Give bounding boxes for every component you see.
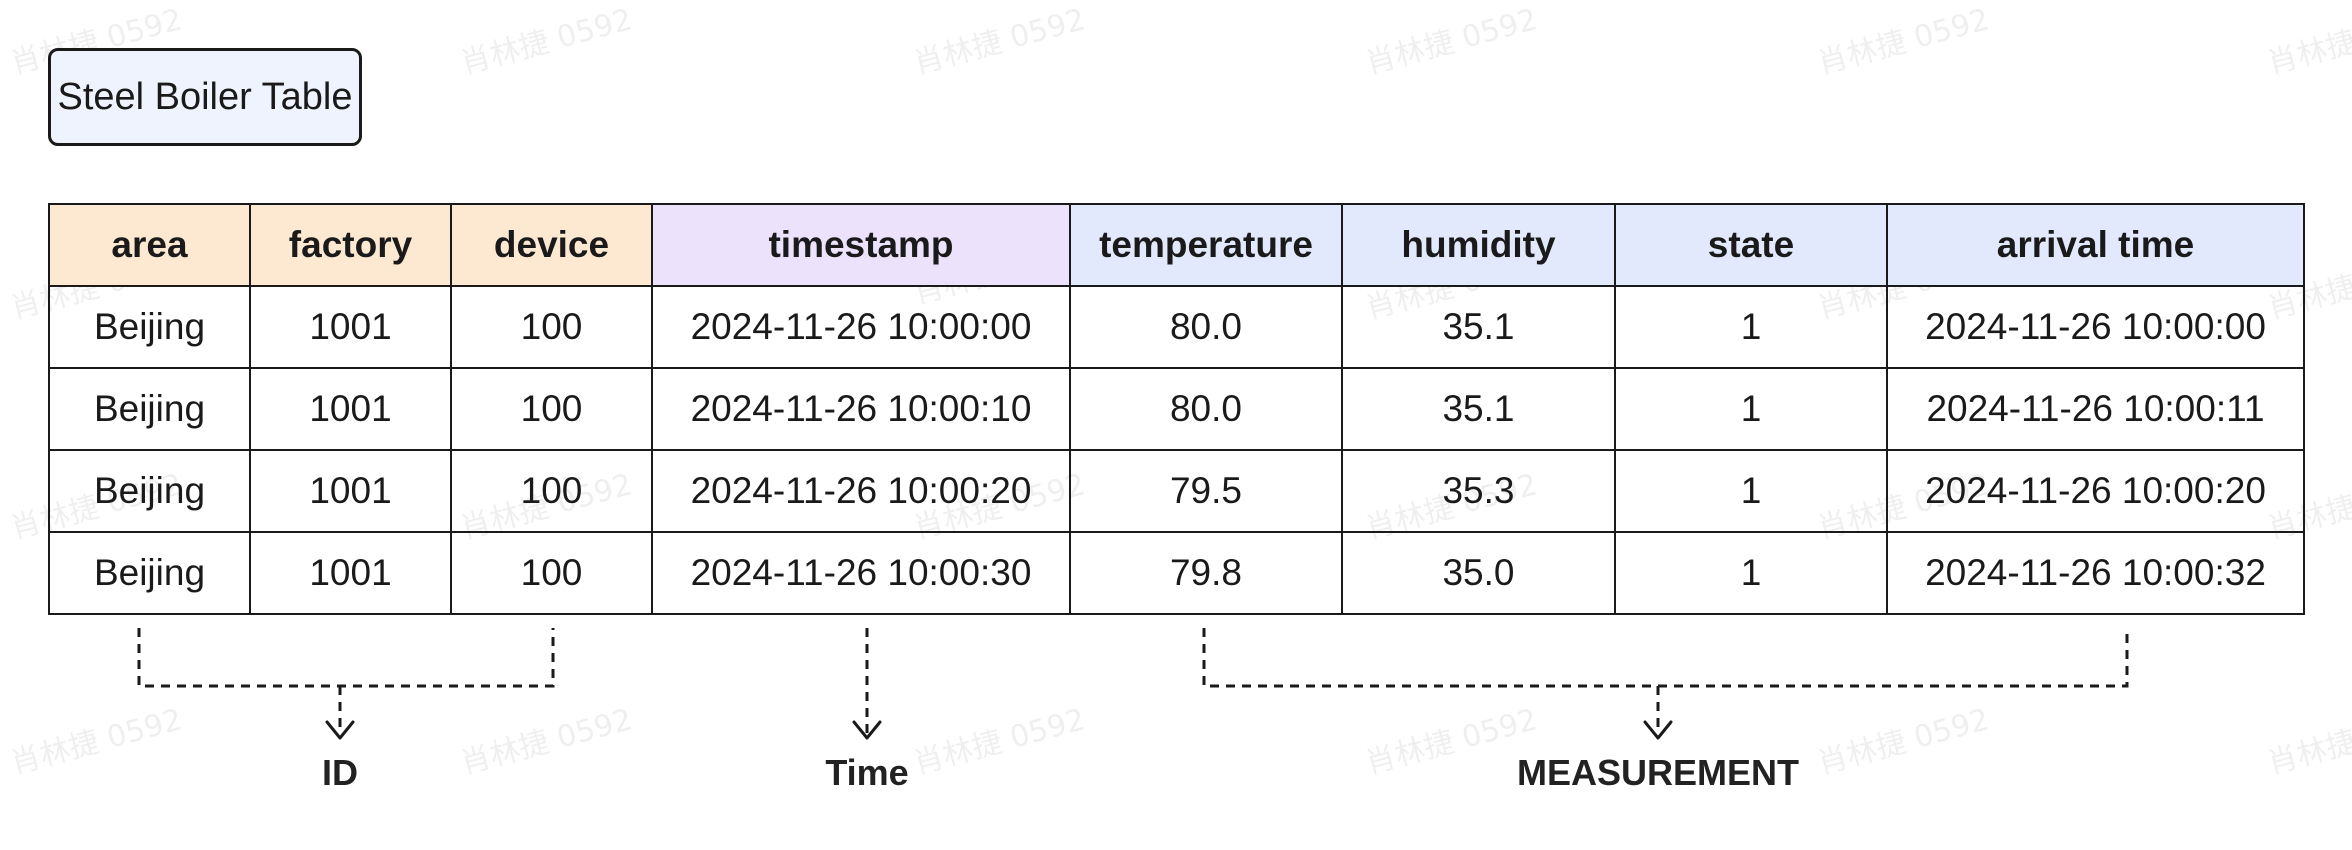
cell-temperature: 80.0 (1069, 367, 1343, 451)
id-arrow-head (325, 720, 355, 740)
cell-device: 100 (450, 367, 653, 451)
id-group-label: ID (322, 752, 358, 793)
cell-timestamp: 2024-11-26 10:00:00 (651, 285, 1071, 369)
column-header-state: state (1614, 203, 1888, 287)
cell-arrival-time: 2024-11-26 10:00:00 (1886, 285, 2305, 369)
cell-arrival-time: 2024-11-26 10:00:20 (1886, 449, 2305, 533)
cell-temperature: 80.0 (1069, 285, 1343, 369)
cell-area: Beijing (48, 285, 251, 369)
column-header-device: device (450, 203, 653, 287)
id-group-bracket (137, 628, 555, 688)
column-header-humidity: humidity (1341, 203, 1616, 287)
cell-state: 1 (1614, 367, 1888, 451)
cell-state: 1 (1614, 531, 1888, 615)
cell-area: Beijing (48, 367, 251, 451)
time-group-label: Time (825, 752, 909, 793)
cell-arrival-time: 2024-11-26 10:00:11 (1886, 367, 2305, 451)
cell-humidity: 35.0 (1341, 531, 1616, 615)
header-row: area factory device timestamp temperatur… (48, 203, 2305, 287)
cell-timestamp: 2024-11-26 10:00:30 (651, 531, 1071, 615)
cell-temperature: 79.5 (1069, 449, 1343, 533)
cell-state: 1 (1614, 449, 1888, 533)
cell-area: Beijing (48, 449, 251, 533)
column-header-temperature: temperature (1069, 203, 1343, 287)
table-row: Beijing 1001 100 2024-11-26 10:00:10 80.… (48, 367, 2305, 451)
time-arrow-head (852, 720, 882, 740)
cell-timestamp: 2024-11-26 10:00:10 (651, 367, 1071, 451)
cell-device: 100 (450, 285, 653, 369)
cell-device: 100 (450, 449, 653, 533)
cell-timestamp: 2024-11-26 10:00:20 (651, 449, 1071, 533)
cell-humidity: 35.1 (1341, 367, 1616, 451)
table-title: Steel Boiler Table (48, 48, 362, 146)
cell-humidity: 35.3 (1341, 449, 1616, 533)
cell-factory: 1001 (249, 531, 452, 615)
cell-arrival-time: 2024-11-26 10:00:32 (1886, 531, 2305, 615)
cell-temperature: 79.8 (1069, 531, 1343, 615)
column-header-timestamp: timestamp (651, 203, 1071, 287)
table-row: Beijing 1001 100 2024-11-26 10:00:30 79.… (48, 531, 2305, 615)
cell-factory: 1001 (249, 285, 452, 369)
measurement-group-label: MEASUREMENT (1516, 752, 1800, 793)
cell-humidity: 35.1 (1341, 285, 1616, 369)
cell-factory: 1001 (249, 367, 452, 451)
cell-state: 1 (1614, 285, 1888, 369)
measurement-arrow-head (1643, 720, 1673, 740)
cell-factory: 1001 (249, 449, 452, 533)
cell-area: Beijing (48, 531, 251, 615)
column-header-factory: factory (249, 203, 452, 287)
steel-boiler-table: area factory device timestamp temperatur… (48, 203, 2305, 615)
column-header-area: area (48, 203, 251, 287)
column-header-arrival-time: arrival time (1886, 203, 2305, 287)
cell-device: 100 (450, 531, 653, 615)
measurement-group-bracket (1202, 628, 2129, 688)
table-row: Beijing 1001 100 2024-11-26 10:00:20 79.… (48, 449, 2305, 533)
table-row: Beijing 1001 100 2024-11-26 10:00:00 80.… (48, 285, 2305, 369)
